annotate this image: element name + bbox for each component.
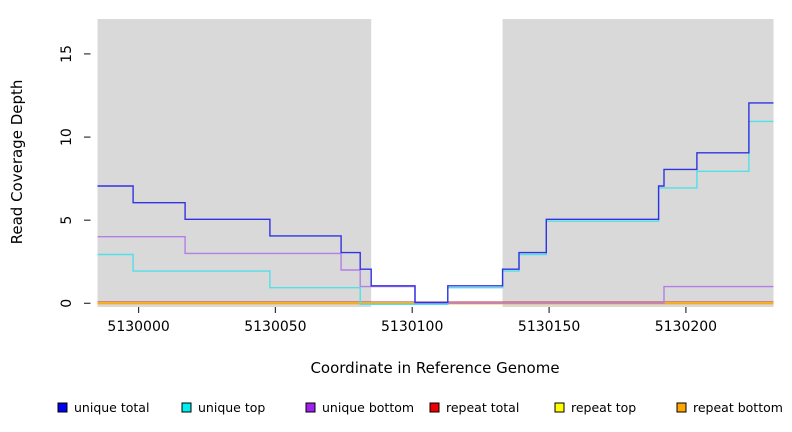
x-tick-label: 5130150	[518, 319, 580, 335]
plot-background	[97, 19, 774, 307]
legend-swatch-unique-top	[181, 402, 192, 413]
y-tick-label: 10	[59, 128, 75, 146]
y-tick-label: 0	[59, 299, 75, 308]
legend-label-unique-total: unique total	[74, 400, 149, 415]
legend-swatch-repeat-total	[429, 402, 440, 413]
series-line-unique-bottom	[97, 236, 774, 304]
legend-swatch-unique-bottom	[305, 402, 316, 413]
series-line-unique-top	[97, 120, 774, 305]
axes: 5130000 5130050 5130100 5130150 5130200 0 5 10 1…	[59, 45, 717, 335]
legend-swatch-repeat-top	[554, 402, 565, 413]
x-axis-title: Coordinate in Reference Genome	[310, 359, 559, 377]
series-lines	[97, 102, 774, 305]
chart-legend: unique total unique top unique bottom repea…	[57, 400, 783, 415]
x-tick-label: 5130100	[381, 319, 443, 335]
legend-label-repeat-total: repeat total	[446, 400, 519, 415]
legend-label-unique-bottom: unique bottom	[322, 400, 414, 415]
legend-label-repeat-bottom: repeat bottom	[693, 400, 783, 415]
x-tick-label: 5130050	[244, 319, 306, 335]
x-tick-label: 5130000	[107, 319, 169, 335]
legend-label-repeat-top: repeat top	[571, 400, 636, 415]
series-line-unique-total	[97, 102, 774, 304]
y-tick-label: 5	[59, 216, 75, 225]
legend-label-unique-top: unique top	[198, 400, 265, 415]
y-tick-label: 15	[59, 45, 75, 63]
highlight-band	[371, 19, 503, 307]
y-axis-title: Read Coverage Depth	[8, 80, 26, 245]
legend-swatch-unique-total	[57, 402, 68, 413]
legend-swatch-repeat-bottom	[676, 402, 687, 413]
x-tick-label: 5130200	[655, 319, 717, 335]
